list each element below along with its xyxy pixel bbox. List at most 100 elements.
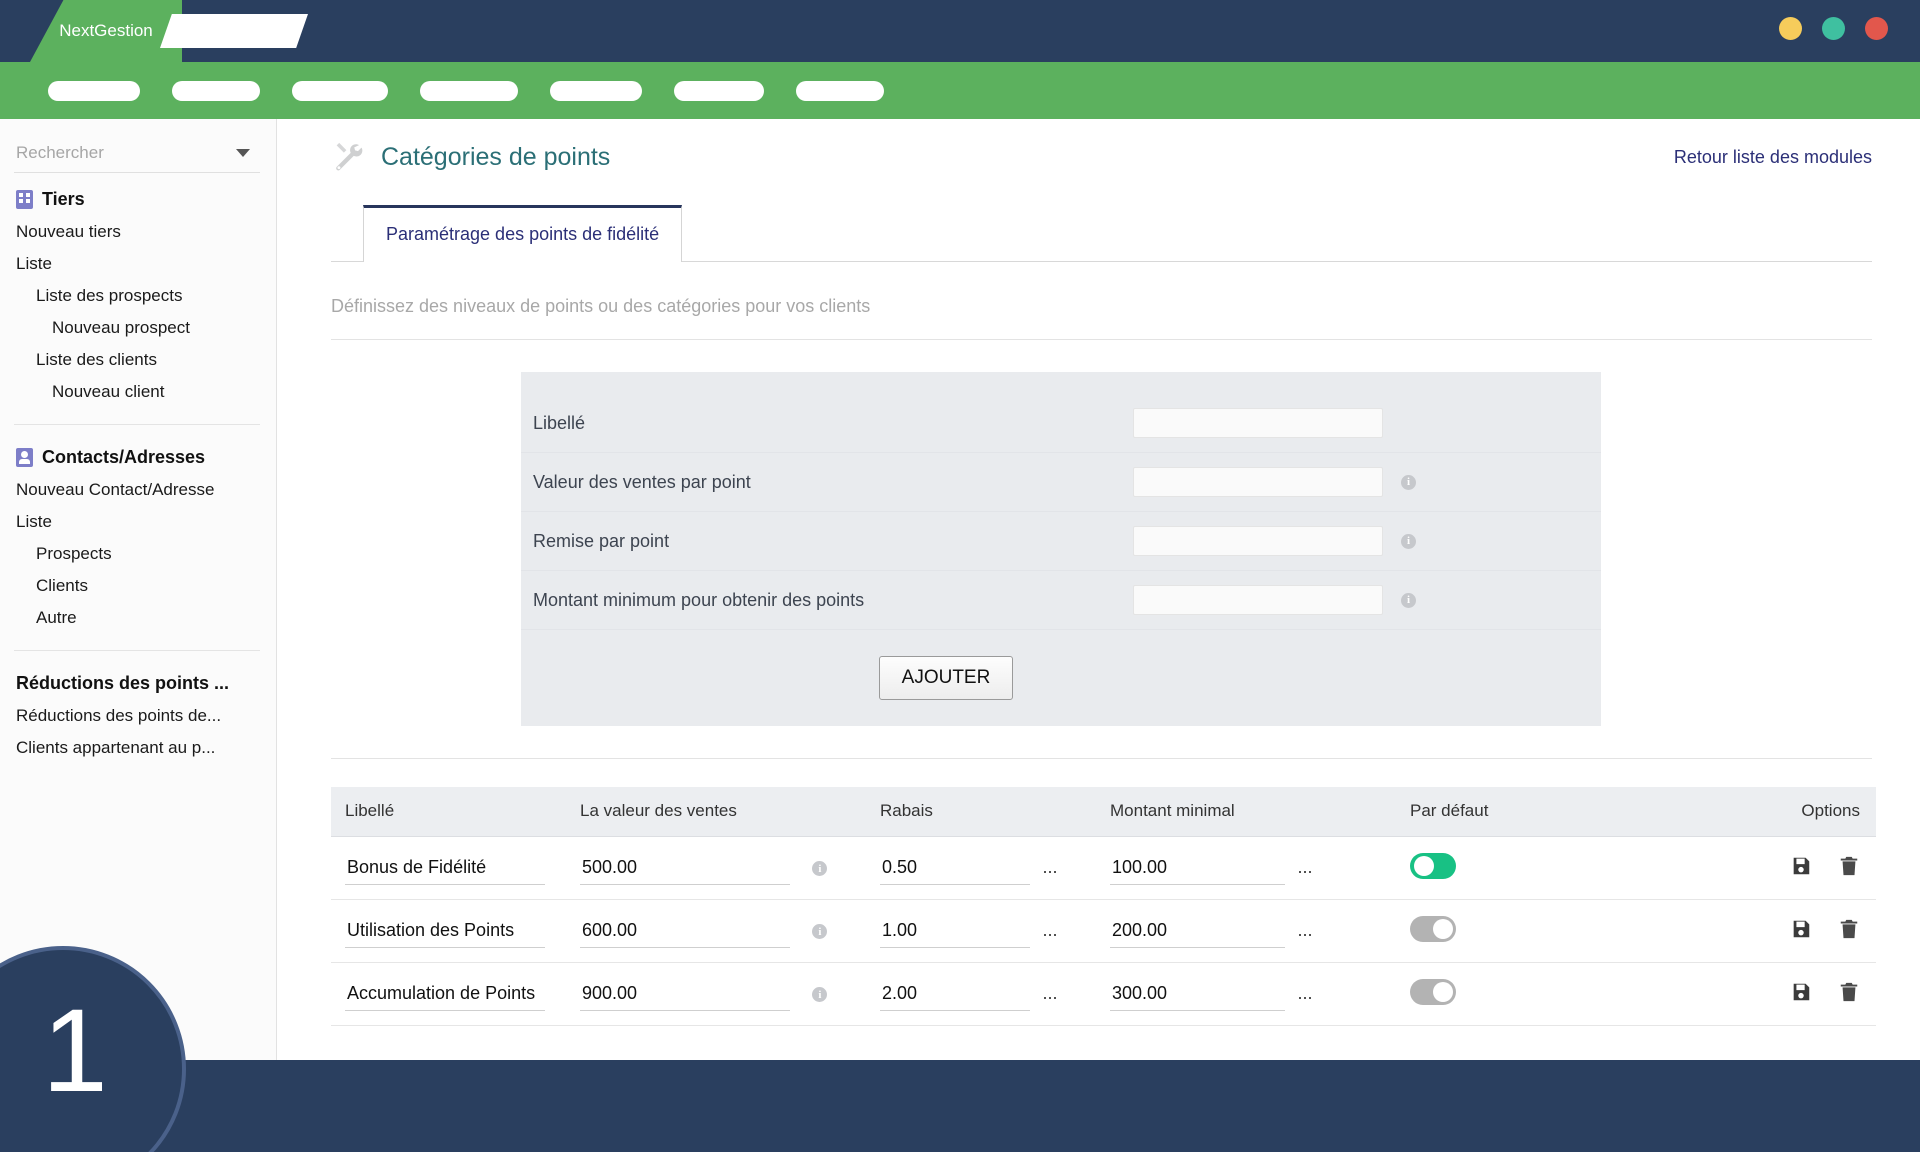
nav-item-placeholder[interactable] — [420, 80, 518, 101]
row-libelle-input[interactable] — [345, 851, 545, 885]
sidebar-group-label: Contacts/Adresses — [42, 447, 206, 467]
nav-item-placeholder[interactable] — [674, 80, 764, 101]
sidebar-item-liste[interactable]: Liste — [16, 254, 52, 273]
search-input[interactable] — [16, 143, 216, 163]
remise-par-point-input[interactable] — [1133, 526, 1383, 556]
nav-item-placeholder[interactable] — [550, 80, 642, 101]
cell-rabais: ... — [866, 899, 1096, 963]
sidebar-group-label: Tiers — [42, 189, 85, 209]
row-rabais-input[interactable] — [880, 977, 1030, 1011]
sidebar-item-clients[interactable]: Clients — [36, 576, 88, 595]
default-toggle[interactable] — [1410, 852, 1456, 879]
app-tab-label: NextGestion — [59, 21, 153, 40]
contact-card-icon — [16, 448, 33, 467]
row-rabais-input[interactable] — [880, 851, 1030, 885]
row-libelle-input[interactable] — [345, 977, 545, 1011]
montant-minimum-input[interactable] — [1133, 585, 1383, 615]
form-row-montant-minimum: Montant minimum pour obtenir des points … — [521, 571, 1601, 630]
sidebar-search[interactable] — [14, 137, 260, 173]
nav-item-placeholder[interactable] — [796, 80, 884, 101]
info-icon[interactable]: i — [1401, 592, 1416, 608]
save-icon[interactable] — [1790, 855, 1812, 882]
sidebar-item-reductions-des-points[interactable]: Réductions des points de... — [16, 706, 222, 725]
close-button[interactable] — [1865, 17, 1888, 40]
info-icon[interactable]: i — [812, 987, 828, 1003]
chevron-down-icon[interactable] — [236, 149, 250, 157]
col-libelle: Libellé — [331, 787, 566, 837]
sidebar-group-title-contacts[interactable]: Contacts/Adresses — [0, 441, 276, 474]
delete-icon[interactable] — [1838, 918, 1860, 945]
info-icon[interactable]: i — [812, 861, 828, 877]
sidebar-group-title-reductions[interactable]: Réductions des points ... — [0, 667, 276, 700]
row-montant-minimal-input[interactable] — [1110, 977, 1285, 1011]
browser-tab-inactive[interactable] — [160, 14, 308, 48]
save-icon[interactable] — [1790, 918, 1812, 945]
sidebar-item-liste-des-clients[interactable]: Liste des clients — [36, 350, 157, 369]
col-rabais: Rabais — [866, 787, 1096, 837]
footer-bar — [0, 1060, 1920, 1152]
row-valeur-ventes-input[interactable] — [580, 914, 790, 948]
cell-valeur-ventes: i — [566, 836, 866, 900]
form-row-remise-par-point: Remise par point i — [521, 512, 1601, 571]
form-label-valeur-ventes: Valeur des ventes par point — [533, 471, 751, 492]
nav-item-placeholder[interactable] — [48, 80, 140, 101]
cell-rabais: ... — [866, 962, 1096, 1026]
sidebar-divider — [14, 424, 260, 425]
section-divider — [331, 339, 1872, 340]
sidebar-item-nouveau-client[interactable]: Nouveau client — [52, 382, 165, 401]
categories-table: Libellé La valeur des ventes Rabais Mont… — [331, 787, 1876, 1026]
nav-item-placeholder[interactable] — [172, 80, 260, 101]
default-toggle[interactable] — [1410, 915, 1456, 942]
cell-libelle — [331, 962, 566, 1026]
cell-libelle — [331, 836, 566, 900]
row-montant-minimal-input[interactable] — [1110, 914, 1285, 948]
row-rabais-input[interactable] — [880, 914, 1030, 948]
cell-valeur-ventes: i — [566, 899, 866, 963]
sidebar-item-clients-appartenant[interactable]: Clients appartenant au p... — [16, 738, 216, 757]
ajouter-button[interactable]: AJOUTER — [878, 656, 1014, 700]
info-icon[interactable]: i — [1401, 474, 1416, 490]
cell-valeur-ventes: i — [566, 962, 866, 1026]
section-divider-2 — [331, 758, 1872, 759]
row-valeur-ventes-input[interactable] — [580, 977, 790, 1011]
sidebar-item-nouveau-prospect[interactable]: Nouveau prospect — [52, 318, 190, 337]
tab-parametrage-points-fidelite[interactable]: Paramétrage des points de fidélité — [363, 205, 683, 262]
browser-tab-active[interactable]: NextGestion — [30, 0, 182, 62]
default-toggle[interactable] — [1410, 978, 1456, 1005]
col-montant-minimal: Montant minimal — [1096, 787, 1396, 837]
info-icon[interactable]: i — [1401, 533, 1416, 549]
delete-icon[interactable] — [1838, 855, 1860, 882]
montant-overflow-ellipsis: ... — [1297, 920, 1313, 940]
sidebar-item-nouveau-tiers[interactable]: Nouveau tiers — [16, 222, 121, 241]
minimize-button[interactable] — [1779, 17, 1802, 40]
top-navigation-bar — [0, 62, 1920, 119]
page-subtitle: Définissez des niveaux de points ou des … — [331, 296, 871, 316]
sidebar-group-title-tiers[interactable]: Tiers — [0, 183, 276, 216]
table-row: i ... ... — [331, 836, 1876, 900]
row-montant-minimal-input[interactable] — [1110, 851, 1285, 885]
valeur-ventes-input[interactable] — [1133, 467, 1383, 497]
toggle-knob — [1433, 918, 1453, 939]
back-to-modules-link[interactable]: Retour liste des modules — [1673, 146, 1872, 167]
building-icon — [16, 190, 33, 209]
sidebar-divider — [14, 650, 260, 651]
info-icon[interactable]: i — [812, 924, 828, 940]
cell-options — [1626, 962, 1876, 1026]
row-libelle-input[interactable] — [345, 914, 545, 948]
sidebar-item-liste-contacts[interactable]: Liste — [16, 512, 52, 531]
maximize-button[interactable] — [1822, 17, 1845, 40]
save-icon[interactable] — [1790, 981, 1812, 1008]
row-valeur-ventes-input[interactable] — [580, 851, 790, 885]
form-label-remise-par-point: Remise par point — [533, 530, 670, 551]
sidebar-item-autre[interactable]: Autre — [36, 608, 77, 627]
libelle-input[interactable] — [1133, 408, 1383, 438]
nav-item-placeholder[interactable] — [292, 80, 388, 101]
page-header: Catégories de points Retour liste des mo… — [331, 141, 1872, 173]
sidebar-item-liste-des-prospects[interactable]: Liste des prospects — [36, 286, 183, 305]
cell-montant-minimal: ... — [1096, 962, 1396, 1026]
sidebar-item-nouveau-contact[interactable]: Nouveau Contact/Adresse — [16, 480, 215, 499]
table-head: Libellé La valeur des ventes Rabais Mont… — [331, 787, 1876, 837]
delete-icon[interactable] — [1838, 981, 1860, 1008]
sidebar-item-prospects[interactable]: Prospects — [36, 544, 112, 563]
